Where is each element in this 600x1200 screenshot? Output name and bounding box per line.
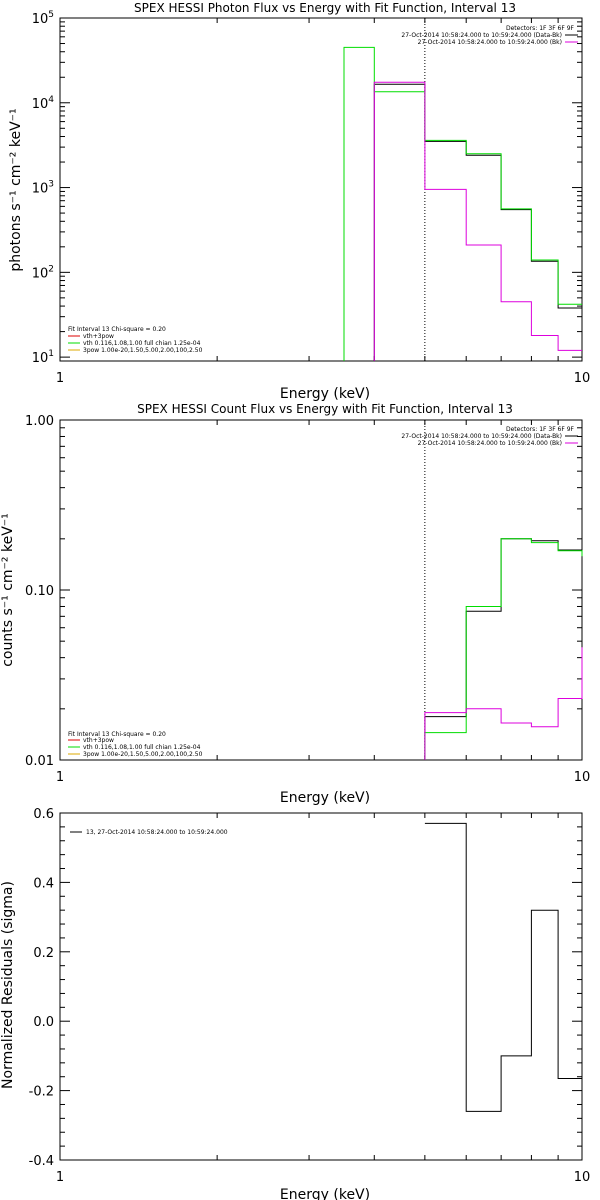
photon-flux-legend-3pow: 3pow 1.00e-20,1.50,5.00,2.00,100,2.50 xyxy=(83,347,203,354)
photon-flux-series-group xyxy=(343,46,582,361)
residuals-x-tick-10: 10 xyxy=(574,1170,591,1185)
photon-flux-legend-detectors: Detectors: 1F 3F 6F 9F xyxy=(506,25,575,32)
residuals-legend: 13, 27-Oct-2014 10:58:24.000 to 10:59:24… xyxy=(70,829,228,836)
count-flux-y-tick-label: 0.10 xyxy=(25,584,54,599)
count-flux-title: SPEX HESSI Count Flux vs Energy with Fit… xyxy=(137,402,513,416)
photon-flux-x-tick-1: 1 xyxy=(56,371,64,386)
count-flux-legend-vth-3pow: vth+3pow xyxy=(83,737,114,744)
photon-flux-series-3pow xyxy=(373,81,582,361)
photon-flux-y-tick-label: 105 xyxy=(32,10,54,27)
count-flux-legend-data-bk: 27-Oct-2014 10:58:24.000 to 10:59:24.000… xyxy=(401,433,562,440)
residuals-y-tick-label: 0.0 xyxy=(33,1015,54,1030)
count-flux-series-vth xyxy=(424,538,583,760)
photon-flux-x-tick-10: 10 xyxy=(574,371,591,386)
residuals-panel: -0.4 -0.2 0.0 0.2 0.4 0.6 1 10 Energy (keV) N… xyxy=(0,807,590,1200)
photon-flux-legend-vth-3pow: vth+3pow xyxy=(83,333,114,340)
count-flux-y-axis-label: counts s⁻¹ cm⁻² keV⁻¹ xyxy=(0,513,16,667)
photon-flux-legend-data-bk: 27-Oct-2014 10:58:24.000 to 10:59:24.000… xyxy=(401,32,562,39)
residuals-series-group xyxy=(424,822,583,1112)
photon-flux-legend-top-right: Detectors: 1F 3F 6F 9F 27-Oct-2014 10:58… xyxy=(401,25,578,46)
photon-flux-legend-bottom-left: Fit Interval 13 Chi-square = 0.20 vth+3p… xyxy=(68,326,203,354)
photon-flux-y-tick-label: 103 xyxy=(32,180,54,197)
residuals-y-tick-label: -0.4 xyxy=(29,1154,54,1169)
residuals-y-tick-label: 0.6 xyxy=(33,807,54,822)
count-flux-legend-bk: 27-Oct-2014 10:58:24.000 to 10:59:24.000… xyxy=(418,440,562,447)
count-flux-plot-frame xyxy=(59,419,583,761)
count-flux-series-3pow xyxy=(424,647,583,760)
count-flux-legend-fit-interval: Fit Interval 13 Chi-square = 0.20 xyxy=(68,731,166,738)
photon-flux-title: SPEX HESSI Photon Flux vs Energy with Fi… xyxy=(134,1,516,15)
photon-flux-x-axis-label: Energy (keV) xyxy=(280,386,370,402)
count-flux-legend-top-right: Detectors: 1F 3F 6F 9F 27-Oct-2014 10:58… xyxy=(401,426,578,447)
photon-flux-legend-fit-interval: Fit Interval 13 Chi-square = 0.20 xyxy=(68,326,166,333)
residuals-y-tick-label: 0.4 xyxy=(33,876,54,891)
photon-flux-legend-vth: vth 0.116,1.08,1.00 full chian 1.25e-04 xyxy=(83,340,201,347)
photon-flux-panel: SPEX HESSI Photon Flux vs Energy with Fi… xyxy=(8,1,590,402)
photon-flux-y-tick-labels: 101 102 103 104 105 xyxy=(32,10,55,366)
photon-flux-y-tick-label: 102 xyxy=(32,264,54,281)
count-flux-ticks xyxy=(59,419,583,761)
residuals-x-tick-1: 1 xyxy=(56,1170,64,1185)
residuals-legend-label: 13, 27-Oct-2014 10:58:24.000 to 10:59:24… xyxy=(86,829,228,836)
count-flux-x-tick-1: 1 xyxy=(56,770,64,785)
count-flux-y-tick-label: 1.00 xyxy=(25,414,54,429)
photon-flux-series-vth xyxy=(343,46,582,361)
count-flux-x-tick-10: 10 xyxy=(574,770,591,785)
count-flux-y-tick-label: 0.01 xyxy=(25,754,54,769)
count-flux-series-group xyxy=(424,538,583,760)
residuals-y-axis-label: Normalized Residuals (sigma) xyxy=(0,881,16,1089)
photon-flux-y-tick-label: 104 xyxy=(32,95,55,112)
residuals-ticks xyxy=(59,812,583,1161)
residuals-y-tick-label: -0.2 xyxy=(29,1085,54,1100)
photon-flux-series-vth-3pow xyxy=(373,83,582,361)
count-flux-x-axis-label: Energy (keV) xyxy=(280,790,370,806)
count-flux-panel: SPEX HESSI Count Flux vs Energy with Fit… xyxy=(0,402,590,806)
photon-flux-legend-bk: 27-Oct-2014 10:58:24.000 to 10:59:24.000… xyxy=(418,39,562,46)
count-flux-legend-vth: vth 0.116,1.08,1.00 full chian 1.25e-04 xyxy=(83,744,201,751)
photon-flux-y-axis-label: photons s⁻¹ cm⁻² keV⁻¹ xyxy=(8,108,24,271)
count-flux-y-tick-labels: 0.01 0.10 1.00 xyxy=(25,414,54,769)
count-flux-legend-bottom-left: Fit Interval 13 Chi-square = 0.20 vth+3p… xyxy=(68,731,203,758)
photon-flux-ticks xyxy=(59,17,583,362)
residuals-plot-frame xyxy=(59,812,583,1161)
photon-flux-plot-frame xyxy=(59,17,583,362)
residuals-series-interval-13 xyxy=(424,822,583,1112)
photon-flux-y-tick-label: 101 xyxy=(32,349,54,366)
count-flux-legend-3pow: 3pow 1.00e-20,1.50,5.00,2.00,100,2.50 xyxy=(83,751,203,758)
residuals-y-tick-label: 0.2 xyxy=(33,946,54,961)
residuals-y-tick-labels: -0.4 -0.2 0.0 0.2 0.4 0.6 xyxy=(29,807,54,1169)
residuals-x-axis-label: Energy (keV) xyxy=(280,1187,370,1200)
count-flux-legend-detectors: Detectors: 1F 3F 6F 9F xyxy=(506,426,575,433)
